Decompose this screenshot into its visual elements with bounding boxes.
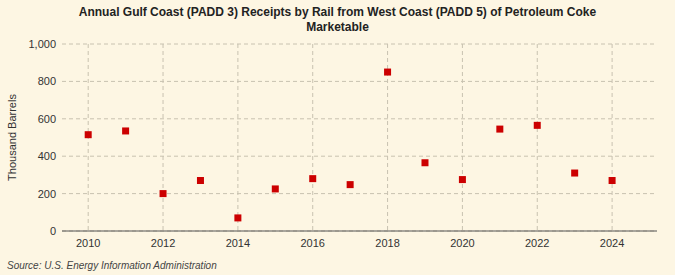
grid-line <box>62 193 657 194</box>
grid-line <box>237 44 238 231</box>
point <box>534 122 541 129</box>
tick-label: 2012 <box>151 237 175 249</box>
grid-line <box>537 44 538 231</box>
point <box>234 214 241 221</box>
background <box>0 0 675 275</box>
point <box>571 170 578 177</box>
tick-label: 2010 <box>76 237 100 249</box>
grid-line <box>62 44 657 45</box>
tick-label: 1,000 <box>28 38 56 50</box>
tick-label: 2016 <box>300 237 324 249</box>
grid-line <box>62 118 657 119</box>
tick-label: 800 <box>38 75 56 87</box>
grid-line <box>62 231 657 232</box>
grid-line <box>62 81 657 82</box>
x-axis-line <box>62 231 657 232</box>
tick-label: 200 <box>38 188 56 200</box>
tick-label: 2022 <box>525 237 549 249</box>
grid-line <box>163 44 164 231</box>
grid-line <box>612 44 613 231</box>
point <box>122 127 129 134</box>
point <box>197 177 204 184</box>
points <box>85 69 616 222</box>
point <box>347 181 354 188</box>
tick-label: 2018 <box>375 237 399 249</box>
point <box>272 185 279 192</box>
grid-line <box>312 44 313 231</box>
point <box>309 175 316 182</box>
point <box>384 69 391 76</box>
point <box>421 159 428 166</box>
grid-line <box>62 156 657 157</box>
source-note: Source: U.S. Energy Information Administ… <box>7 260 217 271</box>
tick-label: 2020 <box>450 237 474 249</box>
point <box>459 176 466 183</box>
axes: 0 200 400 600 800 1,000 2010 2012 2014 2016 2018 20… <box>28 38 657 249</box>
y-axis-label: Thousand Barrels <box>6 94 18 181</box>
grid-line <box>462 44 463 231</box>
title: Annual Gulf Coast (PADD 3) Receipts by R… <box>79 5 597 34</box>
tick-label: 2014 <box>226 237 250 249</box>
point <box>609 177 616 184</box>
grid <box>62 44 657 231</box>
tick-label: 2024 <box>600 237 624 249</box>
tick-label: 600 <box>38 113 56 125</box>
chart: 0 200 400 600 800 1,000 2010 2012 2014 2016 2018 20… <box>0 0 675 275</box>
tick-label: 0 <box>50 225 56 237</box>
point <box>160 190 167 197</box>
point <box>496 126 503 133</box>
point <box>85 131 92 138</box>
tick-label: 400 <box>38 150 56 162</box>
